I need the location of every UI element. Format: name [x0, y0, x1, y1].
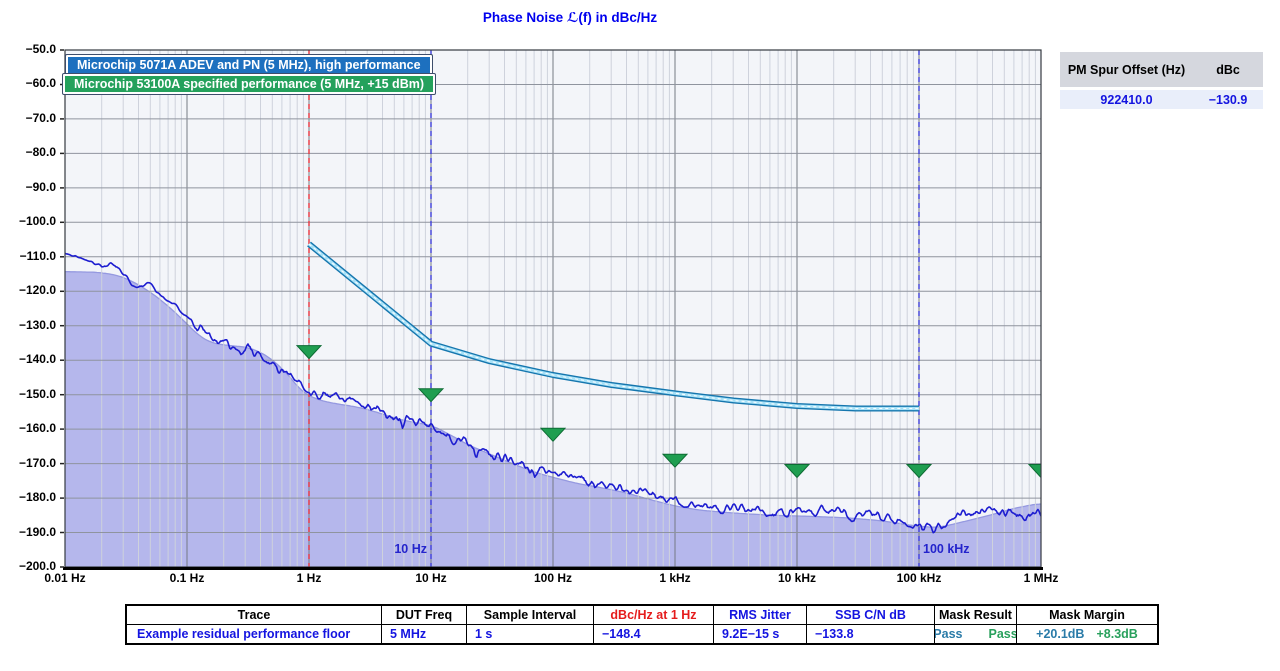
x-tick-label: 0.1 Hz	[169, 571, 205, 585]
summary-header-dut-freq: DUT Freq	[382, 606, 467, 625]
summary-table-value-row[interactable]: Example residual performance floor 5 MHz 1…	[127, 625, 1157, 643]
y-tick-label: −130.0	[18, 317, 56, 332]
pm-spur-table-header: PM Spur Offset (Hz) dBc	[1060, 52, 1263, 87]
y-tick-label: −200.0	[18, 559, 56, 573]
y-tick-label: −60.0	[25, 76, 56, 91]
y-tick-label: −90.0	[25, 179, 56, 194]
x-tick-label: 1 MHz	[1023, 571, 1059, 585]
cursor-label-100-khz[interactable]: 100 kHz	[923, 542, 970, 556]
summary-header-mask-result: Mask Result	[935, 606, 1017, 625]
summary-header-sample-interval: Sample Interval	[467, 606, 594, 625]
summary-header-rms-jitter: RMS Jitter	[714, 606, 807, 625]
summary-value-3: −148.4	[594, 625, 714, 643]
y-tick-label: −80.0	[25, 145, 56, 160]
x-tick-label: 100 kHz	[896, 571, 942, 585]
spur-offset-value: 922410.0	[1100, 92, 1153, 107]
x-tick-label: 0.01 Hz	[44, 571, 86, 585]
legend-item-1[interactable]: Microchip 5071A ADEV and PN (5 MHz), hig…	[65, 54, 433, 76]
y-tick-label: −70.0	[25, 110, 56, 125]
summary-value-2: 1 s	[467, 625, 594, 643]
summary-header-trace: Trace	[127, 606, 382, 625]
summary-value-4: 9.2E−15 s	[714, 625, 807, 643]
summary-table-header-row: Trace DUT Freq Sample Interval dBc/Hz at 1 …	[127, 606, 1157, 625]
legend-item-2[interactable]: Microchip 53100A specified performance (…	[62, 73, 436, 95]
summary-table: Trace DUT Freq Sample Interval dBc/Hz at 1 …	[125, 604, 1159, 645]
x-tick-label: 10 Hz	[415, 571, 447, 585]
x-tick-label: 10 kHz	[777, 571, 817, 585]
plot-canvas	[60, 49, 1043, 570]
summary-header-ssb-c-n-db: SSB C/N dB	[807, 606, 935, 625]
x-tick-label: 1 kHz	[659, 571, 691, 585]
y-tick-label: −140.0	[18, 352, 56, 367]
y-tick-label: −50.0	[25, 42, 56, 56]
summary-value-7: +20.1dB +8.3dB	[1036, 627, 1138, 641]
spur-dbc-value: −130.9	[1208, 92, 1248, 107]
spur-offset-header: PM Spur Offset (Hz)	[1067, 62, 1186, 77]
summary-header-mask-margin: Mask Margin	[1017, 606, 1157, 625]
spur-dbc-header: dBc	[1216, 62, 1240, 77]
chart-title: Phase Noise ℒ(f) in dBc/Hz	[482, 10, 658, 25]
pm-spur-table-rows: 922410.0 −130.9	[1060, 90, 1263, 109]
pm-spur-table: PM Spur Offset (Hz) dBc 922410.0 −130.9	[1060, 52, 1263, 109]
summary-header-dbc-hz-at-1-hz: dBc/Hz at 1 Hz	[594, 606, 714, 625]
spur-table-row[interactable]: 922410.0 −130.9	[1060, 90, 1263, 109]
summary-value-0: Example residual performance floor	[127, 625, 382, 643]
x-tick-label: 100 Hz	[533, 571, 573, 585]
summary-value-1: 5 MHz	[382, 625, 467, 643]
cursor-label-10-hz[interactable]: 10 Hz	[394, 542, 427, 556]
summary-value-5: −133.8	[807, 625, 935, 643]
y-tick-label: −170.0	[18, 455, 56, 470]
y-tick-label: −110.0	[19, 248, 56, 263]
summary-value-6: Pass Pass	[935, 625, 1017, 643]
y-tick-label: −180.0	[18, 490, 56, 505]
y-tick-label: −100.0	[18, 214, 56, 229]
y-tick-label: −160.0	[18, 421, 56, 436]
y-tick-label: −120.0	[18, 283, 56, 298]
y-tick-label: −190.0	[18, 524, 56, 539]
x-tick-label: 1 Hz	[296, 571, 322, 585]
y-tick-label: −150.0	[18, 386, 56, 401]
